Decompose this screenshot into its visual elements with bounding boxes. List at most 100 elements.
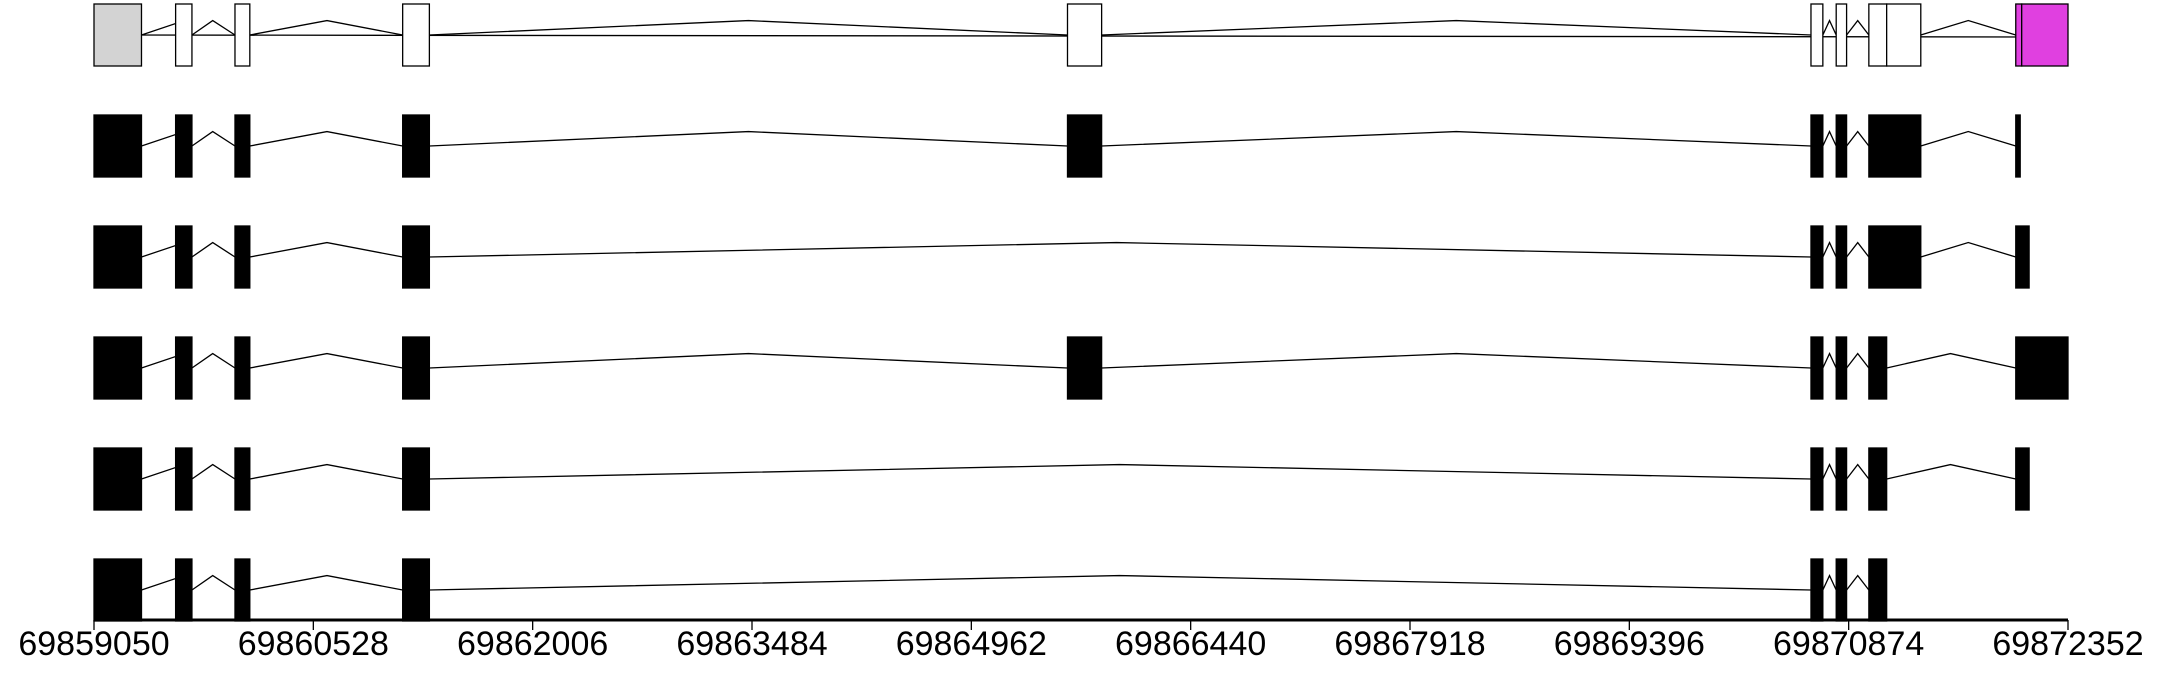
transcript-track	[93, 225, 2030, 289]
x-axis-tick-label: 69869396	[1554, 625, 1705, 663]
exon-block	[174, 558, 193, 622]
exon-block	[1835, 558, 1848, 622]
intron-connector	[1846, 130, 1870, 147]
exon-block	[174, 3, 193, 67]
exon-block	[402, 447, 431, 511]
x-axis-tick-label: 69859050	[18, 625, 169, 663]
intron-connector	[1822, 241, 1837, 258]
intron-connector	[249, 574, 403, 591]
exon-block	[174, 447, 193, 511]
exon-block	[1810, 3, 1824, 67]
transcript-tracks	[93, 3, 2069, 622]
exon-block	[1810, 558, 1824, 622]
intron-connector	[1886, 463, 2016, 480]
x-axis-tick-label: 69872352	[1992, 625, 2143, 663]
exon-block	[1868, 336, 1888, 400]
exon-block	[1835, 225, 1848, 289]
exon-block	[1835, 114, 1848, 178]
transcript-track	[93, 447, 2030, 511]
exon-block	[402, 3, 431, 67]
exon-block	[1066, 114, 1103, 178]
exon-block	[402, 114, 431, 178]
intron-connector	[1846, 352, 1870, 369]
exon-block	[1868, 3, 1888, 67]
intron-connector	[191, 574, 236, 591]
x-axis-tick-label: 69860528	[238, 625, 389, 663]
intron-connector	[249, 241, 403, 258]
intron-connector	[429, 463, 1811, 480]
intron-connector	[249, 463, 403, 480]
x-axis-tick-label: 69866440	[1115, 625, 1266, 663]
exon-block	[1868, 114, 1922, 178]
exon-block	[2015, 114, 2021, 178]
exon-block	[1868, 225, 1922, 289]
exon-block	[93, 114, 143, 178]
exon-block	[234, 225, 251, 289]
intron-connector	[1846, 574, 1870, 591]
exon-block	[1810, 447, 1824, 511]
exon-block	[174, 114, 193, 178]
intron-connector	[1822, 574, 1837, 591]
exon-block	[93, 558, 143, 622]
x-axis-tick-label: 69864962	[896, 625, 1047, 663]
exon-block	[1835, 3, 1848, 67]
exon-block	[2015, 225, 2030, 289]
intron-connector	[1846, 19, 1870, 36]
x-axis-tick-label: 69862006	[457, 625, 608, 663]
exon-block	[93, 336, 143, 400]
x-axis-ticks: 69859050 69860528 69862006 69863484 69864962…	[18, 620, 2144, 663]
intron-connector	[1920, 130, 2016, 147]
x-axis-tick-label: 69870874	[1773, 625, 1924, 663]
exon-block	[2015, 336, 2069, 400]
transcript-track	[93, 3, 2069, 67]
exon-block	[1868, 558, 1888, 622]
exon-block	[174, 225, 193, 289]
intron-connector	[249, 130, 403, 147]
exon-block	[1810, 114, 1824, 178]
x-axis-tick-label: 69863484	[676, 625, 827, 663]
intron-connector	[1822, 19, 1837, 36]
intron-connector	[1101, 130, 1811, 147]
intron-connector	[429, 130, 1068, 147]
intron-connector	[191, 241, 236, 258]
exon-block	[2015, 447, 2030, 511]
exon-block	[93, 447, 143, 511]
exon-block	[93, 225, 143, 289]
intron-connector	[1846, 241, 1870, 258]
intron-connector	[1822, 130, 1837, 147]
intron-connector	[1822, 463, 1837, 480]
exon-block	[93, 3, 143, 67]
exon-block	[1066, 336, 1103, 400]
intron-connector	[249, 352, 403, 369]
intron-connector	[1846, 463, 1870, 480]
exon-block	[402, 558, 431, 622]
intron-connector	[429, 19, 1068, 36]
intron-connector	[429, 241, 1811, 258]
exon-block	[2015, 3, 2023, 67]
intron-connector	[191, 352, 236, 369]
intron-connector	[429, 574, 1811, 591]
intron-connector	[1920, 241, 2016, 258]
intron-connector	[1101, 352, 1811, 369]
transcript-track	[93, 114, 2021, 178]
exon-block	[1886, 3, 1922, 67]
exon-block	[174, 336, 193, 400]
exon-block	[234, 3, 251, 67]
intron-connector	[429, 352, 1068, 369]
intron-connector	[1920, 19, 2016, 36]
intron-connector	[191, 19, 236, 36]
exon-block	[402, 225, 431, 289]
exon-block	[234, 336, 251, 400]
intron-connector	[191, 463, 236, 480]
exon-block	[234, 114, 251, 178]
exon-block	[1835, 447, 1848, 511]
transcript-track	[93, 558, 1888, 622]
exon-block	[1868, 447, 1888, 511]
intron-connector	[1886, 352, 2016, 369]
exon-block	[234, 558, 251, 622]
x-axis-tick-label: 69867918	[1334, 625, 1485, 663]
exon-block	[234, 447, 251, 511]
intron-connector	[249, 19, 403, 36]
exon-block	[1835, 336, 1848, 400]
